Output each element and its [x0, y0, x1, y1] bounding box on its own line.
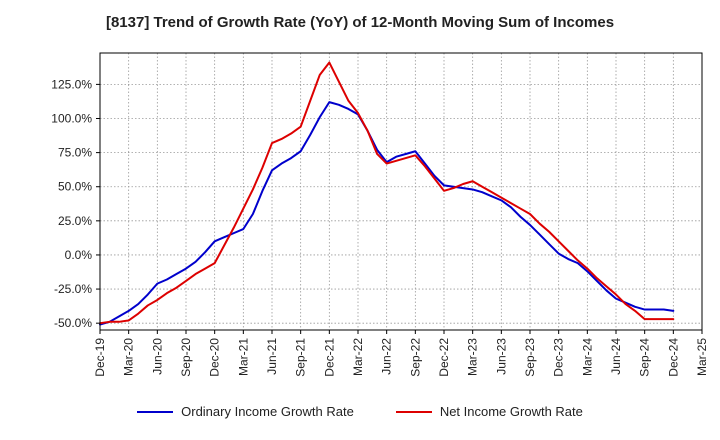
series-line-net-income — [99, 61, 675, 325]
legend-swatch-ordinary-income — [137, 410, 174, 413]
legend-item-net-income: Net Income Growth Rate — [395, 404, 583, 419]
y-tick-label: 25.0% — [58, 214, 92, 228]
y-tick-label: -50.0% — [54, 316, 92, 330]
x-tick-label: Mar-23 — [466, 338, 480, 376]
x-tick-label: Mar-25 — [695, 338, 709, 376]
legend-item-ordinary-income: Ordinary Income Growth Rate — [137, 404, 354, 419]
y-tick-label: 125.0% — [51, 77, 92, 91]
legend-label-ordinary-income: Ordinary Income Growth Rate — [181, 404, 354, 419]
x-tick-label: Sep-24 — [638, 338, 652, 377]
x-tick-label: Mar-21 — [236, 338, 250, 376]
x-tick-label: Dec-23 — [552, 338, 566, 377]
legend-swatch-net-income — [395, 410, 432, 413]
x-tick-label: Sep-21 — [294, 338, 308, 377]
y-tick-label: 0.0% — [65, 248, 93, 262]
x-tick-label: Mar-22 — [351, 338, 365, 376]
x-tick-label: Dec-24 — [666, 338, 680, 377]
x-tick-label: Dec-21 — [322, 338, 336, 377]
plot-area-background — [100, 53, 702, 330]
x-tick-label: Sep-22 — [408, 338, 422, 377]
x-tick-label: Dec-19 — [93, 338, 107, 377]
axis-labels: Dec-19 Mar-20 Jun-20 Sep-20 Dec-20 Mar-21 Jun-… — [51, 77, 709, 376]
chart-title: [8137] Trend of Growth Rate (YoY) of 12-… — [105, 14, 615, 31]
legend: Ordinary Income Growth Rate Net Income G… — [0, 404, 720, 419]
y-tick-label: 50.0% — [58, 180, 92, 194]
x-tick-label: Jun-23 — [494, 338, 508, 375]
y-tick-label: -25.0% — [54, 282, 92, 296]
x-tick-label: Jun-21 — [265, 338, 279, 375]
grid-lines — [100, 53, 702, 330]
legend-label-net-income: Net Income Growth Rate — [439, 404, 583, 419]
series-lines — [99, 61, 675, 326]
x-tick-label: Jun-22 — [380, 338, 394, 375]
x-tick-label: Jun-24 — [609, 338, 623, 375]
x-tick-label: Mar-20 — [122, 338, 136, 376]
x-tick-label: Mar-24 — [580, 338, 594, 376]
x-tick-label: Jun-20 — [150, 338, 164, 375]
x-tick-label: Sep-20 — [179, 338, 193, 377]
plot-area-border — [99, 52, 703, 331]
y-tick-label: 75.0% — [58, 146, 92, 160]
y-tick-label: 100.0% — [51, 111, 92, 125]
x-tick-label: Dec-22 — [437, 338, 451, 377]
x-tick-label: Dec-20 — [208, 338, 222, 377]
x-tick-label: Sep-23 — [523, 338, 537, 377]
